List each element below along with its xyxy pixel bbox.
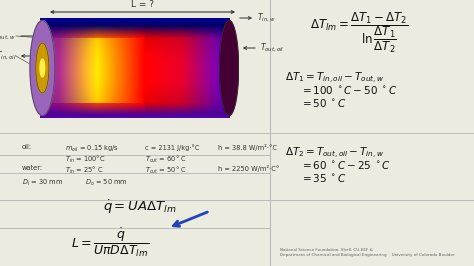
Text: National Science Foundation, Shell, CU-EEF &
Department of Chemical and Biologic: National Science Foundation, Shell, CU-E… [280, 248, 455, 257]
Text: c = 2131 J/kg·°C: c = 2131 J/kg·°C [145, 144, 200, 151]
Text: L = ?: L = ? [131, 0, 154, 9]
Text: $D_o$ = 50 mm: $D_o$ = 50 mm [85, 178, 128, 188]
Text: $T_{in,w}$: $T_{in,w}$ [257, 12, 276, 24]
Polygon shape [219, 20, 238, 115]
Text: h = 2250 W/m²·C°: h = 2250 W/m²·C° [218, 165, 279, 172]
Text: $T_{out}$ = 60° C: $T_{out}$ = 60° C [145, 154, 187, 165]
Text: $\Delta T_1 = T_{in,oil} - T_{out,w}$: $\Delta T_1 = T_{in,oil} - T_{out,w}$ [285, 71, 384, 86]
Text: $\Delta T_2 = T_{out,oil} - T_{in,w}$: $\Delta T_2 = T_{out,oil} - T_{in,w}$ [285, 146, 384, 161]
Text: water:: water: [22, 165, 43, 171]
Text: $= 100\ ^\circ C - 50\ ^\circ C$: $= 100\ ^\circ C - 50\ ^\circ C$ [300, 84, 397, 96]
Text: $= 50\ ^\circ C$: $= 50\ ^\circ C$ [300, 97, 346, 109]
Polygon shape [40, 59, 45, 77]
Text: $T_{out,w}$: $T_{out,w}$ [0, 30, 16, 42]
Text: $L = \dfrac{\dot{q}}{U\pi D\Delta T_{lm}}$: $L = \dfrac{\dot{q}}{U\pi D\Delta T_{lm}… [71, 226, 149, 259]
Text: $= 35\ ^\circ C$: $= 35\ ^\circ C$ [300, 172, 346, 184]
Text: $T_{in,oil}$: $T_{in,oil}$ [0, 50, 16, 62]
Text: $T_{in}$ = 25° C: $T_{in}$ = 25° C [65, 165, 103, 176]
Text: $T_{in}$ = 100°C: $T_{in}$ = 100°C [65, 154, 105, 165]
Polygon shape [30, 20, 55, 115]
Text: $m_{oil}$ = 0.15 kg/s: $m_{oil}$ = 0.15 kg/s [65, 144, 119, 154]
Text: $\Delta T_{lm} = \dfrac{\Delta T_1 - \Delta T_2}{\ln\dfrac{\Delta T_1}{\Delta T_: $\Delta T_{lm} = \dfrac{\Delta T_1 - \De… [310, 10, 408, 55]
Text: $= 60\ ^\circ C - 25\ ^\circ C$: $= 60\ ^\circ C - 25\ ^\circ C$ [300, 159, 391, 171]
Text: $D_i$ = 30 mm: $D_i$ = 30 mm [22, 178, 64, 188]
Polygon shape [36, 43, 49, 93]
Text: oil:: oil: [22, 144, 32, 150]
Text: $T_{out}$ = 50° C: $T_{out}$ = 50° C [145, 165, 187, 176]
Text: $T_{out,oil}$: $T_{out,oil}$ [260, 42, 284, 54]
Text: h = 38.8 W/m²·°C: h = 38.8 W/m²·°C [218, 144, 277, 151]
Text: $\dot{q} = UA\Delta T_{lm}$: $\dot{q} = UA\Delta T_{lm}$ [103, 198, 177, 216]
